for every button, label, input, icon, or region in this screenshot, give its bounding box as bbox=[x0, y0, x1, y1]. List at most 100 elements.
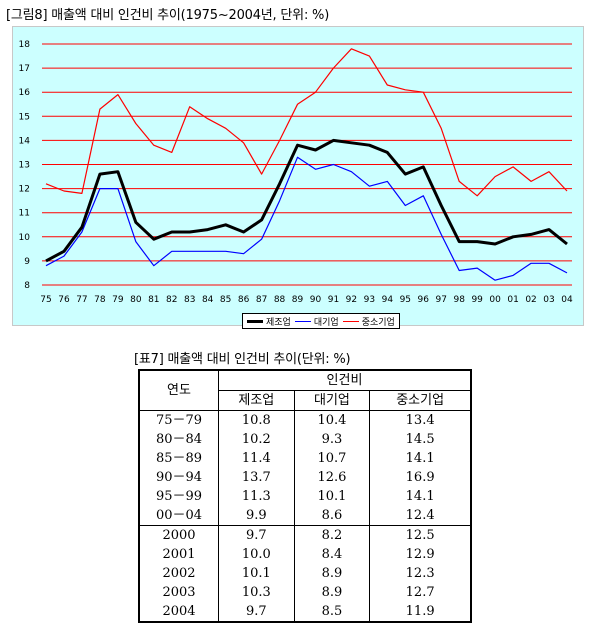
x-tick-label: 97 bbox=[436, 295, 447, 305]
y-tick-label: 16 bbox=[19, 88, 31, 98]
header-sme: 중소기업 bbox=[369, 390, 473, 411]
series-large-line bbox=[45, 156, 568, 281]
row-year-cell: 90－94 bbox=[138, 468, 219, 487]
y-tick-label: 10 bbox=[19, 233, 31, 243]
row-year-cell: 80－84 bbox=[138, 430, 219, 449]
x-tick-label: 78 bbox=[94, 295, 106, 305]
x-tick-label: 75 bbox=[40, 295, 51, 305]
x-tick-label: 92 bbox=[346, 295, 357, 305]
header-labor-cost: 인건비 bbox=[218, 369, 472, 391]
table-row: 80－84 10.2 9.3 14.5 bbox=[138, 430, 473, 449]
y-tick-label: 8 bbox=[24, 281, 30, 291]
y-tick-label: 14 bbox=[19, 136, 31, 146]
row-value-cell: 10.1 bbox=[293, 487, 370, 506]
header-year: 연도 bbox=[138, 369, 219, 411]
table-row: 2002 10.1 8.9 12.3 bbox=[138, 564, 473, 583]
row-value-cell: 8.9 bbox=[293, 564, 370, 583]
x-tick-label: 03 bbox=[543, 295, 554, 305]
table-subheader-row: 제조업 대기업 중소기업 bbox=[139, 390, 473, 411]
row-year-cell: 00－04 bbox=[138, 506, 219, 526]
x-tick-label: 99 bbox=[471, 295, 483, 305]
x-tick-label: 81 bbox=[148, 295, 159, 305]
x-tick-label: 77 bbox=[76, 295, 87, 305]
x-tick-label: 00 bbox=[489, 295, 501, 305]
row-value-cell: 10.4 bbox=[293, 410, 370, 430]
x-tick-label: 86 bbox=[238, 295, 250, 305]
row-year-cell: 95－99 bbox=[138, 487, 219, 506]
y-tick-label: 13 bbox=[19, 161, 30, 171]
table-row: 75－79 10.8 10.4 13.4 bbox=[138, 410, 473, 430]
x-tick-label: 94 bbox=[382, 295, 394, 305]
series-lines bbox=[45, 48, 568, 281]
legend-label-sme: 중소기업 bbox=[361, 317, 395, 328]
row-value-cell: 10.8 bbox=[218, 410, 295, 430]
legend-item-manufacturing: 제조업 bbox=[247, 315, 291, 328]
legend-label-large: 대기업 bbox=[313, 317, 339, 328]
row-value-cell: 14.5 bbox=[369, 430, 473, 449]
x-tick-label: 98 bbox=[453, 295, 465, 305]
legend-swatch-large bbox=[294, 320, 311, 322]
row-value-cell: 12.3 bbox=[369, 564, 473, 583]
series-manufacturing-line bbox=[45, 138, 568, 263]
row-value-cell: 10.0 bbox=[218, 545, 295, 564]
y-axis-ticks: 8 9 10 11 12 13 14 15 16 17 18 bbox=[19, 40, 31, 291]
row-value-cell: 12.4 bbox=[369, 506, 473, 526]
row-value-cell: 11.4 bbox=[218, 449, 295, 468]
row-value-cell: 14.1 bbox=[369, 449, 473, 468]
row-value-cell: 8.2 bbox=[293, 525, 370, 545]
series-sme-line bbox=[45, 48, 568, 197]
row-value-cell: 12.5 bbox=[369, 525, 473, 545]
legend: 제조업 대기업 중소기업 bbox=[242, 313, 400, 329]
y-tick-label: 15 bbox=[19, 112, 30, 122]
legend-label-manufacturing: 제조업 bbox=[266, 317, 291, 328]
row-value-cell: 13.4 bbox=[369, 410, 473, 430]
row-value-cell: 10.7 bbox=[293, 449, 370, 468]
row-value-cell: 10.3 bbox=[218, 583, 295, 602]
figure-caption: [그림8] 매출액 대비 인건비 추이(1975~2004년, 단위: %) bbox=[6, 8, 330, 23]
x-tick-label: 80 bbox=[130, 295, 142, 305]
header-manufacturing: 제조업 bbox=[218, 390, 295, 411]
x-tick-label: 95 bbox=[400, 295, 411, 305]
x-tick-label: 85 bbox=[220, 295, 231, 305]
table-row: 90－94 13.7 12.6 16.9 bbox=[138, 468, 473, 487]
row-value-cell: 10.2 bbox=[218, 430, 295, 449]
row-year-cell: 75－79 bbox=[138, 410, 219, 430]
row-value-cell: 8.6 bbox=[293, 506, 370, 526]
table-row: 2003 10.3 8.9 12.7 bbox=[138, 583, 473, 602]
row-year-cell: 2004 bbox=[138, 602, 219, 623]
legend-swatch-manufacturing bbox=[247, 319, 263, 323]
table-row: 2001 10.0 8.4 12.9 bbox=[138, 545, 473, 564]
table-row: 00－04 9.9 8.6 12.4 bbox=[138, 506, 473, 526]
y-tick-label: 9 bbox=[24, 257, 30, 267]
row-value-cell: 9.3 bbox=[293, 430, 370, 449]
row-value-cell: 8.5 bbox=[293, 602, 370, 623]
gridlines bbox=[42, 43, 572, 286]
y-tick-label: 12 bbox=[19, 185, 30, 195]
x-tick-label: 76 bbox=[58, 295, 70, 305]
x-tick-label: 84 bbox=[202, 295, 214, 305]
row-value-cell: 14.1 bbox=[369, 487, 473, 506]
row-value-cell: 11.9 bbox=[369, 602, 473, 623]
header-large: 대기업 bbox=[293, 390, 370, 411]
x-tick-label: 02 bbox=[525, 295, 536, 305]
x-tick-label: 91 bbox=[328, 295, 339, 305]
row-value-cell: 12.7 bbox=[369, 583, 473, 602]
table-row: 95－99 11.3 10.1 14.1 bbox=[138, 487, 473, 506]
x-tick-label: 04 bbox=[561, 295, 573, 305]
row-value-cell: 9.7 bbox=[218, 602, 295, 623]
row-year-cell: 2002 bbox=[138, 564, 219, 583]
x-axis-ticks: 75 76 77 78 79 80 81 82 83 84 85 86 87 88 89 90 91 92 93 94… bbox=[40, 295, 573, 305]
legend-item-large: 대기업 bbox=[294, 315, 339, 328]
y-tick-label: 11 bbox=[19, 209, 30, 219]
row-value-cell: 12.6 bbox=[293, 468, 370, 487]
x-tick-label: 90 bbox=[310, 295, 322, 305]
row-year-cell: 2003 bbox=[138, 583, 219, 602]
row-value-cell: 8.4 bbox=[293, 545, 370, 564]
legend-item-sme: 중소기업 bbox=[342, 315, 395, 328]
x-tick-label: 01 bbox=[507, 295, 518, 305]
row-value-cell: 10.1 bbox=[218, 564, 295, 583]
x-tick-label: 83 bbox=[184, 295, 195, 305]
chart-frame: 8 9 10 11 12 13 14 15 16 17 18 75 76 77 78 79 80 81 82 83 8… bbox=[12, 26, 584, 329]
row-value-cell: 9.9 bbox=[218, 506, 295, 526]
